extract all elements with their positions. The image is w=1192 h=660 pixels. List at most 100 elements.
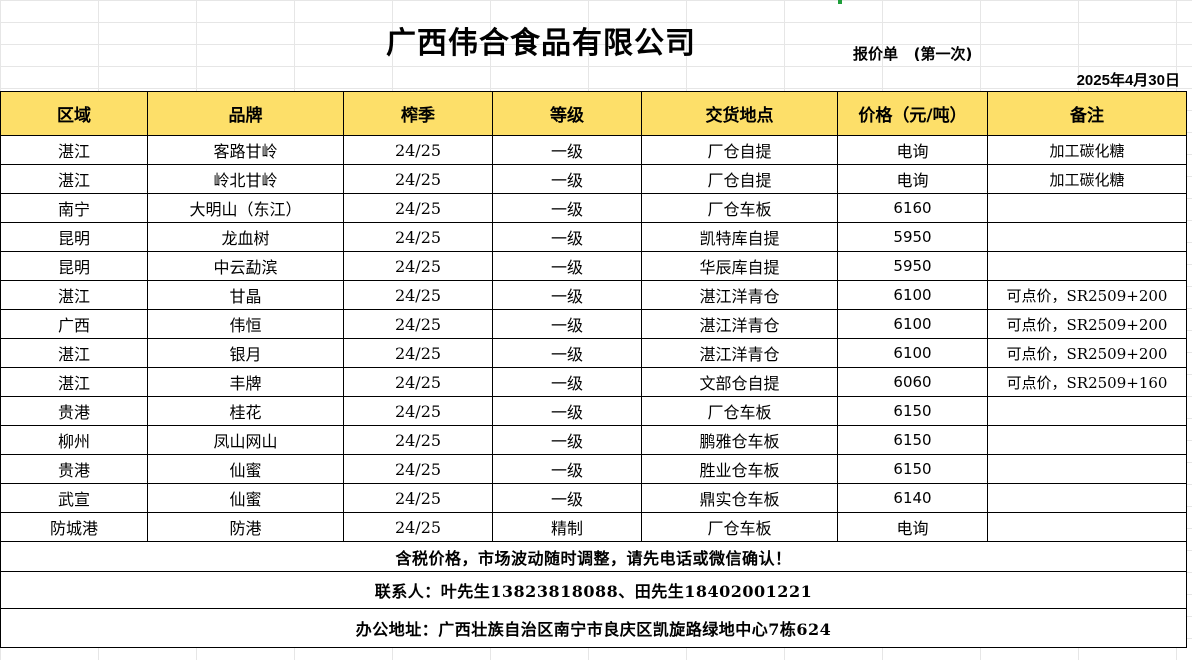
remark-cell[interactable]: 可点价，SR2509+200: [987, 280, 1187, 310]
brand-cell[interactable]: 仙蜜: [147, 483, 344, 513]
column-header-grade[interactable]: 等级: [492, 91, 642, 136]
footer-address[interactable]: 办公地址：广西壮族自治区南宁市良庆区凯旋路绿地中心7栋624: [0, 608, 1187, 648]
delivery-cell[interactable]: 湛江洋青仓: [641, 280, 838, 310]
season-cell[interactable]: 24/25: [343, 164, 493, 194]
remark-cell[interactable]: [987, 222, 1187, 252]
price-cell[interactable]: 6100: [837, 309, 988, 339]
price-cell[interactable]: 5950: [837, 222, 988, 252]
remark-cell[interactable]: [987, 454, 1187, 484]
season-cell[interactable]: 24/25: [343, 396, 493, 426]
remark-cell[interactable]: [987, 483, 1187, 513]
season-cell[interactable]: 24/25: [343, 338, 493, 368]
brand-cell[interactable]: 客路甘岭: [147, 135, 344, 165]
brand-cell[interactable]: 仙蜜: [147, 454, 344, 484]
price-cell[interactable]: 电询: [837, 512, 988, 542]
column-header-delivery[interactable]: 交货地点: [641, 91, 838, 136]
delivery-cell[interactable]: 胜业仓车板: [641, 454, 838, 484]
region-cell[interactable]: 湛江: [0, 280, 148, 310]
delivery-cell[interactable]: 华辰库自提: [641, 251, 838, 281]
delivery-cell[interactable]: 鹏雅仓车板: [641, 425, 838, 455]
price-cell[interactable]: 6150: [837, 425, 988, 455]
brand-cell[interactable]: 甘晶: [147, 280, 344, 310]
grade-cell[interactable]: 精制: [492, 512, 642, 542]
grade-cell[interactable]: 一级: [492, 135, 642, 165]
column-header-brand[interactable]: 品牌: [147, 91, 344, 136]
remark-cell[interactable]: 可点价，SR2509+200: [987, 309, 1187, 339]
price-cell[interactable]: 6100: [837, 280, 988, 310]
delivery-cell[interactable]: 厂仓车板: [641, 396, 838, 426]
region-cell[interactable]: 武宣: [0, 483, 148, 513]
region-cell[interactable]: 湛江: [0, 338, 148, 368]
price-cell[interactable]: 6150: [837, 454, 988, 484]
grade-cell[interactable]: 一级: [492, 338, 642, 368]
column-header-remark[interactable]: 备注: [987, 91, 1187, 136]
price-cell[interactable]: 电询: [837, 164, 988, 194]
grade-cell[interactable]: 一级: [492, 396, 642, 426]
brand-cell[interactable]: 丰牌: [147, 367, 344, 397]
brand-cell[interactable]: 龙血树: [147, 222, 344, 252]
grade-cell[interactable]: 一级: [492, 280, 642, 310]
remark-cell[interactable]: [987, 251, 1187, 281]
brand-cell[interactable]: 大明山（东江）: [147, 193, 344, 223]
season-cell[interactable]: 24/25: [343, 483, 493, 513]
price-cell[interactable]: 电询: [837, 135, 988, 165]
region-cell[interactable]: 湛江: [0, 164, 148, 194]
brand-cell[interactable]: 凤山网山: [147, 425, 344, 455]
grade-cell[interactable]: 一级: [492, 193, 642, 223]
region-cell[interactable]: 湛江: [0, 367, 148, 397]
region-cell[interactable]: 防城港: [0, 512, 148, 542]
column-header-season[interactable]: 榨季: [343, 91, 493, 136]
delivery-cell[interactable]: 厂仓自提: [641, 164, 838, 194]
remark-cell[interactable]: 加工碳化糖: [987, 164, 1187, 194]
remark-cell[interactable]: [987, 425, 1187, 455]
delivery-cell[interactable]: 鼎实仓车板: [641, 483, 838, 513]
delivery-cell[interactable]: 湛江洋青仓: [641, 338, 838, 368]
brand-cell[interactable]: 岭北甘岭: [147, 164, 344, 194]
footer-contact[interactable]: 联系人：叶先生13823818088、田先生18402001221: [0, 571, 1187, 609]
remark-cell[interactable]: 可点价，SR2509+160: [987, 367, 1187, 397]
grade-cell[interactable]: 一级: [492, 483, 642, 513]
season-cell[interactable]: 24/25: [343, 280, 493, 310]
footer-notice[interactable]: 含税价格，市场波动随时调整，请先电话或微信确认！: [0, 541, 1187, 572]
region-cell[interactable]: 广西: [0, 309, 148, 339]
brand-cell[interactable]: 防港: [147, 512, 344, 542]
season-cell[interactable]: 24/25: [343, 454, 493, 484]
grade-cell[interactable]: 一级: [492, 222, 642, 252]
price-cell[interactable]: 6060: [837, 367, 988, 397]
season-cell[interactable]: 24/25: [343, 425, 493, 455]
grade-cell[interactable]: 一级: [492, 454, 642, 484]
grade-cell[interactable]: 一级: [492, 164, 642, 194]
season-cell[interactable]: 24/25: [343, 367, 493, 397]
grade-cell[interactable]: 一级: [492, 425, 642, 455]
delivery-cell[interactable]: 厂仓车板: [641, 193, 838, 223]
column-header-price[interactable]: 价格（元/吨）: [837, 91, 988, 136]
remark-cell[interactable]: 加工碳化糖: [987, 135, 1187, 165]
delivery-cell[interactable]: 厂仓自提: [641, 135, 838, 165]
delivery-cell[interactable]: 文部仓自提: [641, 367, 838, 397]
column-header-region[interactable]: 区域: [0, 91, 148, 136]
delivery-cell[interactable]: 凯特库自提: [641, 222, 838, 252]
remark-cell[interactable]: [987, 512, 1187, 542]
brand-cell[interactable]: 桂花: [147, 396, 344, 426]
price-cell[interactable]: 6160: [837, 193, 988, 223]
region-cell[interactable]: 湛江: [0, 135, 148, 165]
delivery-cell[interactable]: 湛江洋青仓: [641, 309, 838, 339]
brand-cell[interactable]: 中云勐滨: [147, 251, 344, 281]
region-cell[interactable]: 贵港: [0, 454, 148, 484]
price-cell[interactable]: 6150: [837, 396, 988, 426]
remark-cell[interactable]: [987, 396, 1187, 426]
remark-cell[interactable]: 可点价，SR2509+200: [987, 338, 1187, 368]
season-cell[interactable]: 24/25: [343, 309, 493, 339]
grade-cell[interactable]: 一级: [492, 367, 642, 397]
grade-cell[interactable]: 一级: [492, 309, 642, 339]
region-cell[interactable]: 南宁: [0, 193, 148, 223]
season-cell[interactable]: 24/25: [343, 193, 493, 223]
grade-cell[interactable]: 一级: [492, 251, 642, 281]
season-cell[interactable]: 24/25: [343, 222, 493, 252]
region-cell[interactable]: 昆明: [0, 222, 148, 252]
brand-cell[interactable]: 银月: [147, 338, 344, 368]
season-cell[interactable]: 24/25: [343, 512, 493, 542]
region-cell[interactable]: 柳州: [0, 425, 148, 455]
season-cell[interactable]: 24/25: [343, 251, 493, 281]
price-cell[interactable]: 6100: [837, 338, 988, 368]
